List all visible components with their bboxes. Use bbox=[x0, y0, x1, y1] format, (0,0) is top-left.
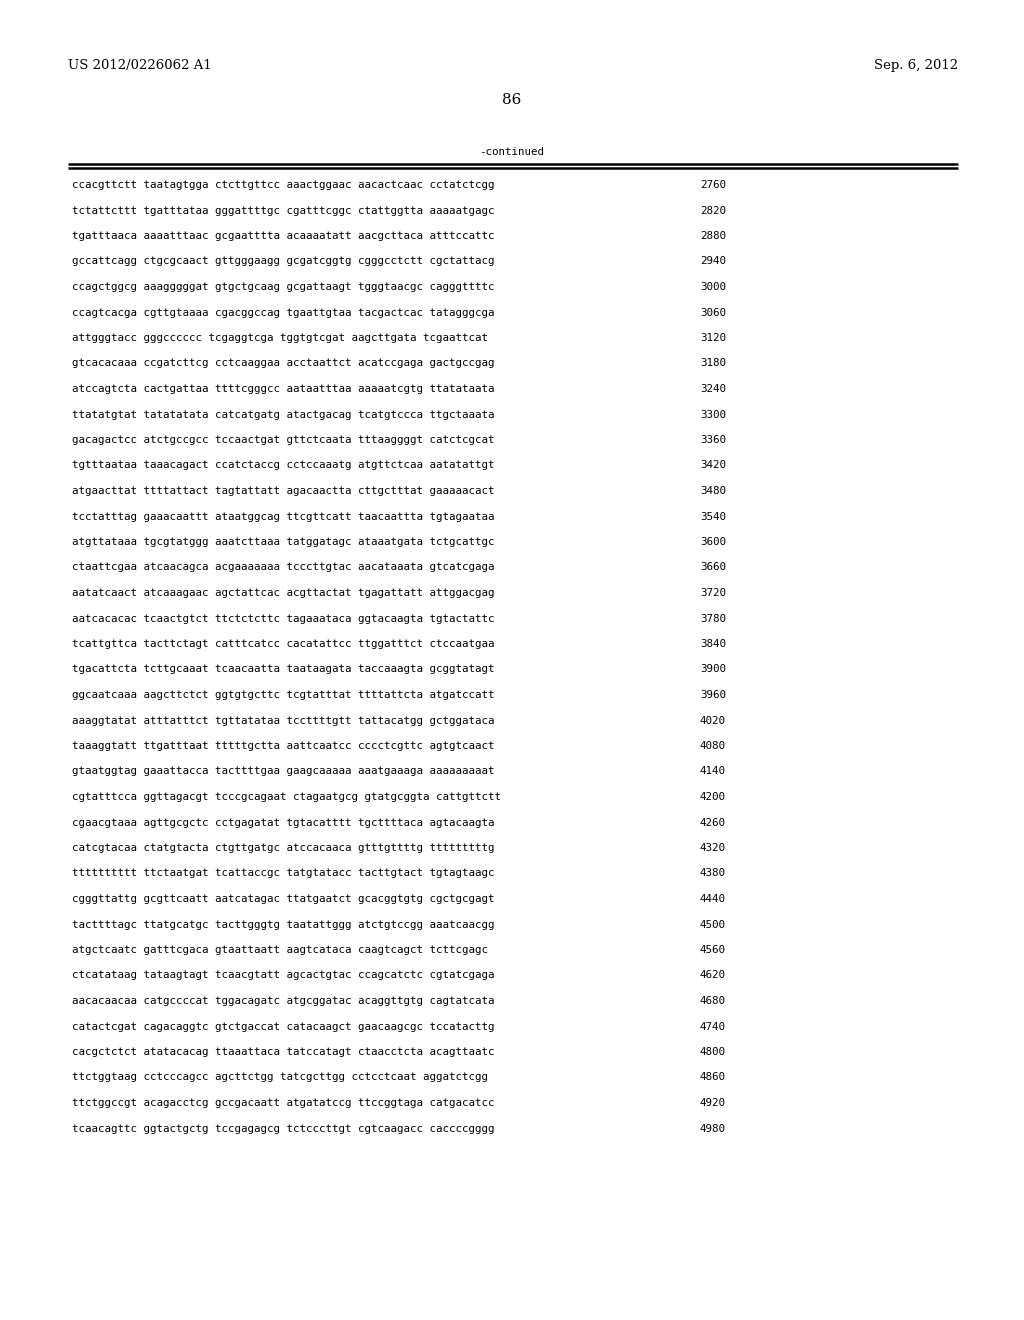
Text: atgttataaa tgcgtatggg aaatcttaaa tatggatagc ataaatgata tctgcattgc: atgttataaa tgcgtatggg aaatcttaaa tatggat… bbox=[72, 537, 495, 546]
Text: 4860: 4860 bbox=[700, 1072, 726, 1082]
Text: gtcacacaaa ccgatcttcg cctcaaggaa acctaattct acatccgaga gactgccgag: gtcacacaaa ccgatcttcg cctcaaggaa acctaat… bbox=[72, 359, 495, 368]
Text: tgacattcta tcttgcaaat tcaacaatta taataagata taccaaagta gcggtatagt: tgacattcta tcttgcaaat tcaacaatta taataag… bbox=[72, 664, 495, 675]
Text: 3480: 3480 bbox=[700, 486, 726, 496]
Text: cgaacgtaaa agttgcgctc cctgagatat tgtacatttt tgcttttaca agtacaagta: cgaacgtaaa agttgcgctc cctgagatat tgtacat… bbox=[72, 817, 495, 828]
Text: 3180: 3180 bbox=[700, 359, 726, 368]
Text: aaaggtatat atttatttct tgttatataa tccttttgtt tattacatgg gctggataca: aaaggtatat atttatttct tgttatataa tcctttt… bbox=[72, 715, 495, 726]
Text: 4260: 4260 bbox=[700, 817, 726, 828]
Text: cgggttattg gcgttcaatt aatcatagac ttatgaatct gcacggtgtg cgctgcgagt: cgggttattg gcgttcaatt aatcatagac ttatgaa… bbox=[72, 894, 495, 904]
Text: 3540: 3540 bbox=[700, 511, 726, 521]
Text: cgtatttcca ggttagacgt tcccgcagaat ctagaatgcg gtatgcggta cattgttctt: cgtatttcca ggttagacgt tcccgcagaat ctagaa… bbox=[72, 792, 501, 803]
Text: 3120: 3120 bbox=[700, 333, 726, 343]
Text: ccacgttctt taatagtgga ctcttgttcc aaactggaac aacactcaac cctatctcgg: ccacgttctt taatagtgga ctcttgttcc aaactgg… bbox=[72, 180, 495, 190]
Text: ggcaatcaaa aagcttctct ggtgtgcttc tcgtatttat ttttattcta atgatccatt: ggcaatcaaa aagcttctct ggtgtgcttc tcgtatt… bbox=[72, 690, 495, 700]
Text: ttctggtaag cctcccagcc agcttctgg tatcgcttgg cctcctcaat aggatctcgg: ttctggtaag cctcccagcc agcttctgg tatcgctt… bbox=[72, 1072, 488, 1082]
Text: 4920: 4920 bbox=[700, 1098, 726, 1107]
Text: 4980: 4980 bbox=[700, 1123, 726, 1134]
Text: 3900: 3900 bbox=[700, 664, 726, 675]
Text: 2760: 2760 bbox=[700, 180, 726, 190]
Text: tcattgttca tacttctagt catttcatcc cacatattcc ttggatttct ctccaatgaa: tcattgttca tacttctagt catttcatcc cacatat… bbox=[72, 639, 495, 649]
Text: tctattcttt tgatttataa gggattttgc cgatttcggc ctattggtta aaaaatgagc: tctattcttt tgatttataa gggattttgc cgatttc… bbox=[72, 206, 495, 215]
Text: 4320: 4320 bbox=[700, 843, 726, 853]
Text: 4440: 4440 bbox=[700, 894, 726, 904]
Text: ttatatgtat tatatatata catcatgatg atactgacag tcatgtccca ttgctaaata: ttatatgtat tatatatata catcatgatg atactga… bbox=[72, 409, 495, 420]
Text: 3600: 3600 bbox=[700, 537, 726, 546]
Text: 4680: 4680 bbox=[700, 997, 726, 1006]
Text: 3060: 3060 bbox=[700, 308, 726, 318]
Text: 4560: 4560 bbox=[700, 945, 726, 954]
Text: US 2012/0226062 A1: US 2012/0226062 A1 bbox=[68, 58, 212, 71]
Text: 4020: 4020 bbox=[700, 715, 726, 726]
Text: cacgctctct atatacacag ttaaattaca tatccatagt ctaacctcta acagttaatc: cacgctctct atatacacag ttaaattaca tatccat… bbox=[72, 1047, 495, 1057]
Text: 86: 86 bbox=[503, 92, 521, 107]
Text: 4200: 4200 bbox=[700, 792, 726, 803]
Text: 3660: 3660 bbox=[700, 562, 726, 573]
Text: attgggtacc gggcccccc tcgaggtcga tggtgtcgat aagcttgata tcgaattcat: attgggtacc gggcccccc tcgaggtcga tggtgtcg… bbox=[72, 333, 488, 343]
Text: tgtttaataa taaacagact ccatctaccg cctccaaatg atgttctcaa aatatattgt: tgtttaataa taaacagact ccatctaccg cctccaa… bbox=[72, 461, 495, 470]
Text: gtaatggtag gaaattacca tacttttgaa gaagcaaaaa aaatgaaaga aaaaaaaaat: gtaatggtag gaaattacca tacttttgaa gaagcaa… bbox=[72, 767, 495, 776]
Text: atgctcaatc gatttcgaca gtaattaatt aagtcataca caagtcagct tcttcgagc: atgctcaatc gatttcgaca gtaattaatt aagtcat… bbox=[72, 945, 488, 954]
Text: 4740: 4740 bbox=[700, 1022, 726, 1031]
Text: aacacaacaa catgccccat tggacagatc atgcggatac acaggttgtg cagtatcata: aacacaacaa catgccccat tggacagatc atgcgga… bbox=[72, 997, 495, 1006]
Text: 4140: 4140 bbox=[700, 767, 726, 776]
Text: 3300: 3300 bbox=[700, 409, 726, 420]
Text: aatatcaact atcaaagaac agctattcac acgttactat tgagattatt attggacgag: aatatcaact atcaaagaac agctattcac acgttac… bbox=[72, 587, 495, 598]
Text: aatcacacac tcaactgtct ttctctcttc tagaaataca ggtacaagta tgtactattc: aatcacacac tcaactgtct ttctctcttc tagaaat… bbox=[72, 614, 495, 623]
Text: tgatttaaca aaaatttaac gcgaatttta acaaaatatt aacgcttaca atttccattc: tgatttaaca aaaatttaac gcgaatttta acaaaat… bbox=[72, 231, 495, 242]
Text: 3000: 3000 bbox=[700, 282, 726, 292]
Text: 4080: 4080 bbox=[700, 741, 726, 751]
Text: atccagtcta cactgattaa ttttcgggcc aataatttaa aaaaatcgtg ttatataata: atccagtcta cactgattaa ttttcgggcc aataatt… bbox=[72, 384, 495, 393]
Text: 4380: 4380 bbox=[700, 869, 726, 879]
Text: 4800: 4800 bbox=[700, 1047, 726, 1057]
Text: catcgtacaa ctatgtacta ctgttgatgc atccacaaca gtttgttttg tttttttttg: catcgtacaa ctatgtacta ctgttgatgc atccaca… bbox=[72, 843, 495, 853]
Text: 3720: 3720 bbox=[700, 587, 726, 598]
Text: tttttttttt ttctaatgat tcattaccgc tatgtatacc tacttgtact tgtagtaagc: tttttttttt ttctaatgat tcattaccgc tatgtat… bbox=[72, 869, 495, 879]
Text: 3960: 3960 bbox=[700, 690, 726, 700]
Text: 4500: 4500 bbox=[700, 920, 726, 929]
Text: 2940: 2940 bbox=[700, 256, 726, 267]
Text: 3240: 3240 bbox=[700, 384, 726, 393]
Text: catactcgat cagacaggtc gtctgaccat catacaagct gaacaagcgc tccatacttg: catactcgat cagacaggtc gtctgaccat catacaa… bbox=[72, 1022, 495, 1031]
Text: ttctggccgt acagacctcg gccgacaatt atgatatccg ttccggtaga catgacatcc: ttctggccgt acagacctcg gccgacaatt atgatat… bbox=[72, 1098, 495, 1107]
Text: ccagtcacga cgttgtaaaa cgacggccag tgaattgtaa tacgactcac tatagggcga: ccagtcacga cgttgtaaaa cgacggccag tgaattg… bbox=[72, 308, 495, 318]
Text: Sep. 6, 2012: Sep. 6, 2012 bbox=[873, 58, 958, 71]
Text: ctcatataag tataagtagt tcaacgtatt agcactgtac ccagcatctc cgtatcgaga: ctcatataag tataagtagt tcaacgtatt agcactg… bbox=[72, 970, 495, 981]
Text: 4620: 4620 bbox=[700, 970, 726, 981]
Text: tcctatttag gaaacaattt ataatggcag ttcgttcatt taacaattta tgtagaataa: tcctatttag gaaacaattt ataatggcag ttcgttc… bbox=[72, 511, 495, 521]
Text: gccattcagg ctgcgcaact gttgggaagg gcgatcggtg cgggcctctt cgctattacg: gccattcagg ctgcgcaact gttgggaagg gcgatcg… bbox=[72, 256, 495, 267]
Text: 3840: 3840 bbox=[700, 639, 726, 649]
Text: 3360: 3360 bbox=[700, 436, 726, 445]
Text: ctaattcgaa atcaacagca acgaaaaaaa tcccttgtac aacataaata gtcatcgaga: ctaattcgaa atcaacagca acgaaaaaaa tcccttg… bbox=[72, 562, 495, 573]
Text: ccagctggcg aaagggggat gtgctgcaag gcgattaagt tgggtaacgc cagggttttc: ccagctggcg aaagggggat gtgctgcaag gcgatta… bbox=[72, 282, 495, 292]
Text: taaaggtatt ttgatttaat tttttgctta aattcaatcc cccctcgttc agtgtcaact: taaaggtatt ttgatttaat tttttgctta aattcaa… bbox=[72, 741, 495, 751]
Text: 2820: 2820 bbox=[700, 206, 726, 215]
Text: gacagactcc atctgccgcc tccaactgat gttctcaata tttaaggggt catctcgcat: gacagactcc atctgccgcc tccaactgat gttctca… bbox=[72, 436, 495, 445]
Text: atgaacttat ttttattact tagtattatt agacaactta cttgctttat gaaaaacact: atgaacttat ttttattact tagtattatt agacaac… bbox=[72, 486, 495, 496]
Text: 3420: 3420 bbox=[700, 461, 726, 470]
Text: tacttttagc ttatgcatgc tacttgggtg taatattggg atctgtccgg aaatcaacgg: tacttttagc ttatgcatgc tacttgggtg taatatt… bbox=[72, 920, 495, 929]
Text: -continued: -continued bbox=[479, 147, 545, 157]
Text: tcaacagttc ggtactgctg tccgagagcg tctcccttgt cgtcaagacc caccccgggg: tcaacagttc ggtactgctg tccgagagcg tctccct… bbox=[72, 1123, 495, 1134]
Text: 3780: 3780 bbox=[700, 614, 726, 623]
Text: 2880: 2880 bbox=[700, 231, 726, 242]
